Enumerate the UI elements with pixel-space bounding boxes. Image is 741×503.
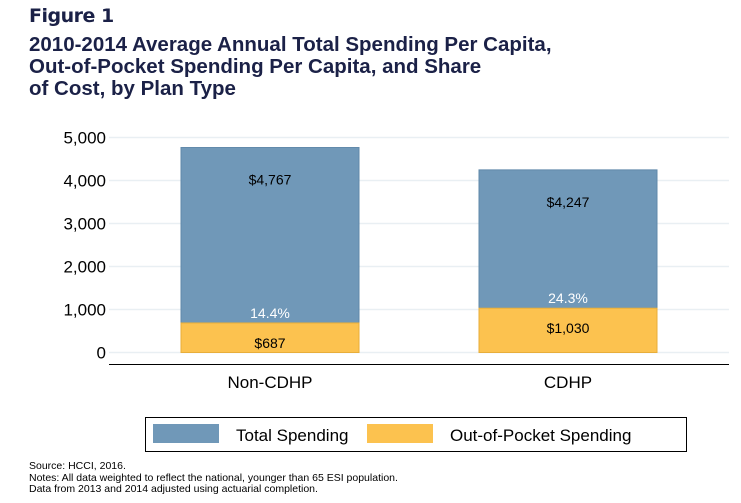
y-tick-label: 4,000 [63, 172, 106, 191]
bars [180, 147, 658, 354]
legend: Total Spending Out-of-Pocket Spending [145, 417, 687, 452]
chart-title-line: 2010-2014 Average Annual Total Spending … [29, 33, 552, 56]
notes-text: Notes: All data weighted to reflect the … [29, 471, 398, 484]
x-tick-label: Non-CDHP [227, 373, 312, 392]
notes: Source: HCCI, 2016. Notes: All data weig… [29, 460, 398, 496]
y-tick-label: 5,000 [63, 129, 106, 148]
chart-title-line: Out-of-Pocket Spending Per Capita, and S… [29, 55, 482, 78]
bar-out-of-pocket [180, 322, 360, 354]
y-tick-label: 2,000 [63, 258, 106, 277]
legend-swatch-total-spending [153, 424, 219, 443]
chart-title-line: of Cost, by Plan Type [29, 77, 236, 100]
data-label-total: $4,247 [547, 194, 590, 210]
y-axis-ticks: 0 1,000 2,000 3,000 4,000 5,000 [63, 129, 106, 363]
figure-label: Figure 1 [29, 5, 114, 27]
y-tick-label: 1,000 [63, 301, 106, 320]
data-labels: $4,767 14.4% $687 $4,247 24.3% $1,030 [249, 172, 590, 351]
x-axis-ticks: Non-CDHP CDHP [227, 373, 592, 392]
data-label-total: $4,767 [249, 172, 292, 188]
legend-label-total-spending: Total Spending [236, 426, 348, 445]
data-label-out-of-pocket: $687 [254, 335, 285, 351]
y-tick-label: 3,000 [63, 215, 106, 234]
legend-label-out-of-pocket: Out-of-Pocket Spending [450, 426, 631, 445]
data-label-share: 14.4% [250, 305, 290, 321]
legend-swatch-out-of-pocket [367, 424, 433, 443]
bar-total-spending [180, 147, 360, 353]
notes-text: Data from 2013 and 2014 adjusted using a… [29, 483, 318, 495]
data-label-share: 24.3% [548, 290, 588, 306]
y-tick-label: 0 [97, 344, 106, 363]
data-label-out-of-pocket: $1,030 [547, 320, 590, 336]
chart-title: 2010-2014 Average Annual Total Spending … [29, 34, 729, 100]
source-note: Source: HCCI, 2016. [29, 460, 126, 472]
x-tick-label: CDHP [544, 373, 592, 392]
bar-out-of-pocket [478, 307, 658, 353]
